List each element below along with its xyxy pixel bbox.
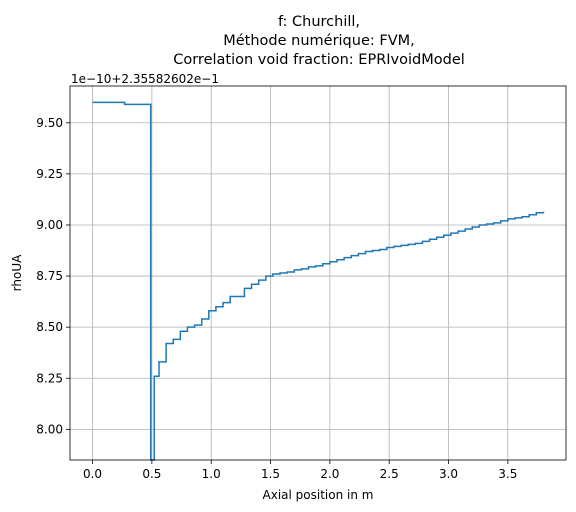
y-tick-label: 8.75 xyxy=(36,269,63,283)
series-line-0 xyxy=(93,102,544,460)
x-tick-label: 2.0 xyxy=(320,467,339,481)
title-line-1: f: Churchill, xyxy=(278,14,360,30)
x-tick-label: 0.0 xyxy=(83,467,102,481)
x-axis-label: Axial position in m xyxy=(263,488,374,502)
title-line-2: Méthode numérique: FVM, xyxy=(223,33,415,49)
chart-title: f: Churchill, Méthode numérique: FVM, Co… xyxy=(173,14,465,68)
y-tick-label: 8.00 xyxy=(36,422,63,436)
x-tick-label: 1.0 xyxy=(202,467,221,481)
y-axis-label: rhoUA xyxy=(10,254,24,291)
title-line-3: Correlation void fraction: EPRIvoidModel xyxy=(173,52,465,68)
x-tick-label: 3.5 xyxy=(498,467,517,481)
grid xyxy=(70,86,566,460)
y-tick-label: 9.25 xyxy=(36,167,63,181)
y-offset-label: 1e−10+2.35582602e−1 xyxy=(71,72,219,86)
x-tick-label: 1.5 xyxy=(261,467,280,481)
x-tick-label: 2.5 xyxy=(380,467,399,481)
y-tick-label: 9.50 xyxy=(36,116,63,130)
y-tick-label: 9.00 xyxy=(36,218,63,232)
y-axis-ticks: 8.00 8.25 8.50 8.75 9.00 9.25 9.50 xyxy=(36,116,70,437)
y-tick-label: 8.50 xyxy=(36,320,63,334)
x-axis-ticks: 0.0 0.5 1.0 1.5 2.0 2.5 3.0 3.5 xyxy=(83,460,517,481)
plot-series xyxy=(93,102,544,460)
x-tick-label: 0.5 xyxy=(142,467,161,481)
y-tick-label: 8.25 xyxy=(36,371,63,385)
plot-frame xyxy=(70,86,566,460)
x-tick-label: 3.0 xyxy=(439,467,458,481)
